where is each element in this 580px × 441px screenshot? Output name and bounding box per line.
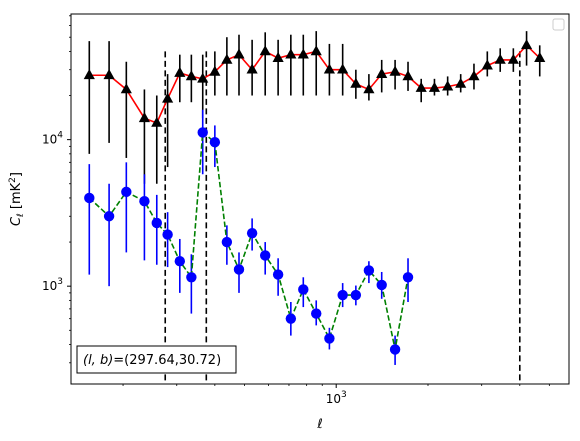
data-point: [121, 186, 132, 198]
y-axis-label-unit-sup: 2: [8, 177, 18, 183]
legend-box: [552, 18, 565, 31]
data-point: [209, 137, 221, 148]
data-point: [120, 83, 132, 94]
data-point: [324, 333, 335, 344]
data-point: [151, 116, 163, 127]
data-point: [402, 70, 414, 81]
data-point: [376, 279, 387, 291]
data-point: [233, 48, 245, 59]
data-point: [350, 289, 362, 301]
data-point: [455, 77, 467, 88]
plot-frame: [70, 13, 570, 385]
data-point: [272, 51, 284, 62]
data-point: [350, 77, 362, 88]
data-point: [507, 53, 519, 64]
data-point: [259, 45, 271, 56]
data-point: [221, 236, 233, 248]
series-0: [83, 31, 546, 184]
x-tick-label: 103: [326, 390, 347, 406]
data-point: [103, 69, 115, 80]
data-point: [83, 69, 95, 80]
x-axis-label: ℓ: [316, 417, 322, 432]
axis-ticks: 103 103 104: [42, 15, 550, 406]
legend: [552, 18, 565, 31]
data-point: [297, 48, 309, 59]
data-point: [162, 92, 174, 103]
data-point: [337, 289, 348, 301]
plot-area: [83, 31, 546, 384]
data-point: [246, 227, 258, 239]
data-point: [363, 265, 375, 276]
data-point: [310, 45, 322, 56]
data-point: [246, 63, 258, 74]
data-point: [389, 65, 401, 76]
y-tick-label: 103: [42, 277, 63, 293]
data-point: [138, 112, 150, 123]
data-point: [337, 63, 349, 74]
annotation: (l, b)=(297.64,30.72): [76, 345, 237, 374]
data-point: [233, 264, 245, 275]
data-point: [481, 59, 493, 70]
y-tick-label: 104: [42, 131, 63, 147]
annotation-text: (l, b)=(297.64,30.72): [83, 353, 221, 368]
data-point: [209, 65, 221, 76]
data-point: [174, 256, 186, 267]
data-point: [174, 66, 186, 77]
data-point: [185, 70, 197, 81]
data-point: [186, 272, 197, 283]
data-point: [139, 196, 150, 207]
data-point: [151, 217, 162, 229]
data-point: [298, 284, 309, 295]
data-point: [494, 53, 506, 64]
data-point: [428, 81, 441, 92]
data-point: [197, 72, 209, 83]
y-axis-label-symbol: C: [9, 216, 24, 226]
data-point: [520, 39, 533, 50]
annotation-value: =(297.64,30.72): [113, 353, 221, 368]
data-point: [402, 272, 414, 283]
data-point: [285, 313, 297, 324]
data-point: [311, 308, 322, 319]
data-point: [389, 344, 401, 355]
data-point: [272, 269, 284, 280]
data-point: [323, 63, 335, 74]
data-point: [468, 70, 480, 81]
data-point: [285, 48, 297, 59]
y-axis-label: Cℓ [mK2]: [8, 172, 26, 226]
y-axis-label-subscript: ℓ: [16, 213, 26, 218]
data-point: [221, 53, 233, 64]
annotation-lb: (l, b): [83, 353, 113, 368]
data-point: [415, 81, 427, 92]
series-1: [84, 109, 414, 365]
data-point: [442, 80, 454, 91]
y-axis-label-unit-close: ]: [9, 172, 24, 177]
data-point: [363, 83, 375, 94]
data-point: [197, 127, 208, 138]
y-axis-label-unit: [mK: [9, 182, 24, 213]
data-point: [534, 51, 546, 62]
data-point: [376, 67, 388, 78]
annotation-box: [76, 345, 237, 374]
data-point: [103, 211, 115, 222]
data-point: [259, 250, 271, 261]
data-point: [162, 229, 173, 240]
data-point: [84, 192, 95, 204]
